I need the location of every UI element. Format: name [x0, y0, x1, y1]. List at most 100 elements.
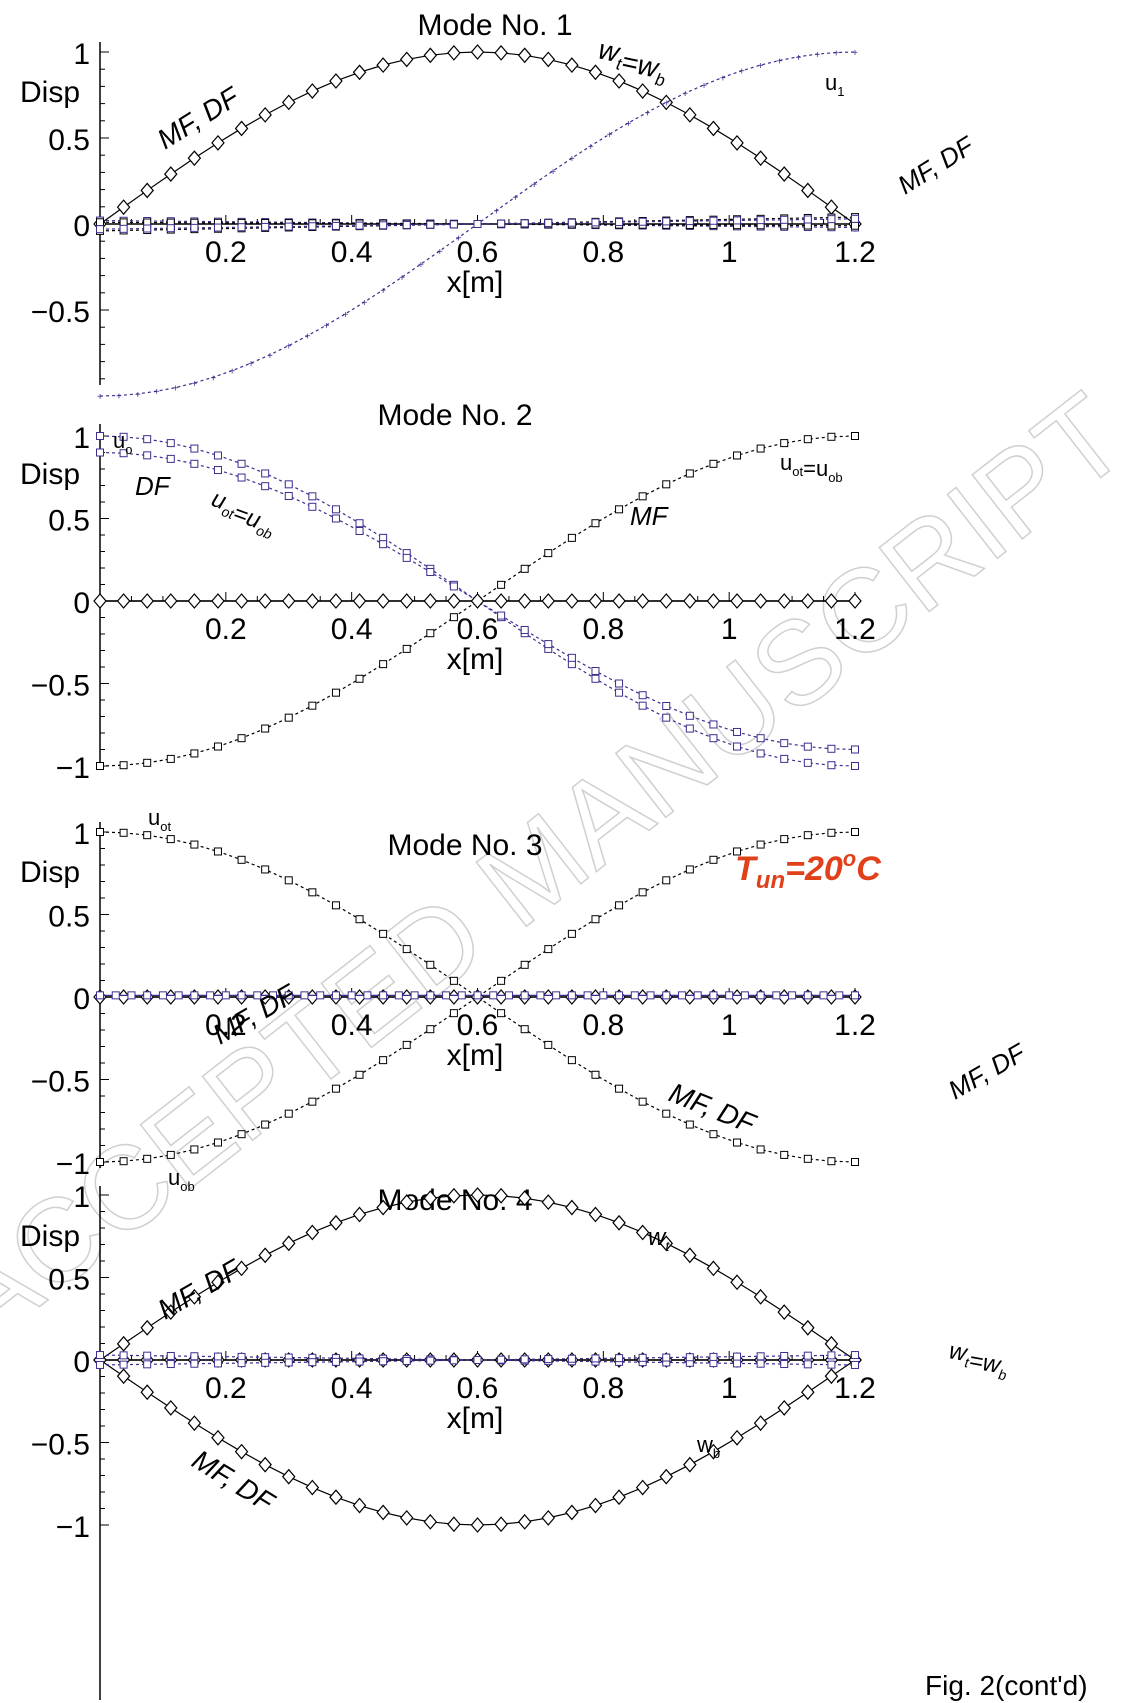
u-mode1-3-point	[402, 220, 411, 229]
near-mode3-point	[599, 991, 608, 1000]
annotation-wt-wb-right: wt=wb	[945, 1337, 1011, 1383]
u-mode1-3-point	[803, 215, 812, 224]
w-mode1-point	[305, 83, 320, 99]
u-mode4-1-point	[331, 1357, 340, 1366]
y-tick-label: 1	[73, 1181, 90, 1214]
uot-mode3-point	[213, 847, 222, 856]
chart-panel-3: 1 0.5 0 −0.5 −1 0.2 0.4 0.6 0.8 1 1.2 Mode No. 3 Dis…	[20, 805, 1032, 1194]
u-mode4-1-point	[96, 1360, 104, 1369]
u-mode4-0-point	[803, 1360, 812, 1369]
uo-mode2-point	[709, 734, 718, 743]
uob-mode3-point	[143, 1154, 152, 1163]
df-mode2-point	[851, 745, 859, 754]
u1-mode1-point: +	[512, 193, 518, 204]
temperature-unit: C	[856, 850, 881, 888]
u-mode1-3-point	[591, 218, 600, 227]
u-mode4-1-point	[449, 1356, 458, 1365]
wt-mode4-point	[659, 1235, 674, 1252]
near-mode3-point	[300, 991, 309, 1000]
near-mode3-point	[253, 991, 262, 1000]
w-mode1-point	[612, 73, 626, 89]
zero-mode2-point	[187, 593, 202, 609]
uot-mode3-point	[449, 976, 458, 985]
y-tick-label: 0	[73, 587, 90, 620]
uo-mode2-point	[638, 701, 647, 710]
wt-mode4-point	[588, 1206, 603, 1223]
wb-mode4-point	[470, 1517, 485, 1533]
u-mode4-1-point	[237, 1359, 246, 1368]
wt-mode4-point	[399, 1194, 414, 1211]
mf-mode2-point	[685, 469, 694, 478]
u1-mode1-point: +	[229, 367, 235, 378]
wb-mode4-point	[683, 1456, 697, 1473]
u-mode4-1-point	[166, 1360, 175, 1369]
mf-mode2-point	[308, 701, 317, 710]
uo-mode2-point	[662, 713, 671, 722]
wt-mode4-point	[376, 1199, 390, 1216]
wt-mode4-point	[565, 1199, 579, 1216]
wt-mode4-point	[163, 1304, 178, 1321]
near-mode3-point	[127, 991, 136, 1000]
u-mode1-3-point	[544, 219, 553, 228]
uot-mode3-point	[520, 1025, 529, 1034]
zero-mode2-point	[305, 593, 320, 609]
annotation-mf: MF	[630, 501, 670, 531]
w-mode1-point	[565, 57, 579, 74]
w-mode1-point	[187, 150, 202, 167]
u1-mode1-point: +	[493, 207, 499, 218]
mf-mode2-point	[426, 629, 435, 638]
annotation-mf-df-top: MF, DF	[153, 1253, 248, 1326]
uob-mode3-point	[96, 1158, 104, 1166]
zero-mode2-point	[635, 593, 650, 609]
df-mode2-point	[284, 491, 293, 500]
uot-mode3-point	[733, 1138, 742, 1147]
uob-mode3-point	[520, 960, 529, 969]
uo-mode2-point	[355, 519, 364, 528]
df-mode2-point	[733, 727, 742, 736]
u1-mode1-point: +	[248, 359, 254, 370]
wb-mode4-point	[116, 1368, 131, 1385]
wb-mode4-point	[258, 1456, 272, 1473]
y-axis-label: Disp	[20, 1220, 80, 1253]
zero-mode2-point	[258, 593, 272, 609]
wb-mode4-point	[753, 1415, 768, 1432]
zero-mode2-point	[281, 593, 296, 609]
df-mode2-point	[213, 466, 222, 475]
u1-mode1-point: +	[154, 387, 160, 398]
zero-mode2-point	[588, 593, 603, 609]
annotation-mf-df-right: MF, DF	[892, 129, 980, 200]
wt-mode4-point	[706, 1260, 721, 1277]
w-mode1-point	[423, 47, 438, 64]
u1-mode1-point: +	[644, 108, 650, 119]
near-mode3-point	[725, 991, 734, 1000]
u-mode4-0-point	[827, 1360, 836, 1369]
uo-mode2-point	[851, 762, 859, 770]
uot-mode3-point	[308, 888, 317, 897]
u-mode4-1-point	[190, 1359, 199, 1368]
watermark-text: ACCEPTED MANUSCRIPT	[0, 368, 1138, 1368]
uob-mode3-point	[685, 865, 694, 874]
uob-mode3-point	[213, 1138, 222, 1147]
wb-mode4-point	[612, 1489, 626, 1506]
u-mode4-1-point	[756, 1352, 765, 1361]
zero-mode2-point	[753, 593, 768, 609]
wb-mode4-point	[140, 1384, 154, 1401]
chart-title: Mode No. 1	[417, 9, 572, 42]
zero-mode2-point	[801, 593, 815, 609]
df-mode2-point	[638, 691, 647, 700]
wb-mode4-point	[494, 1516, 508, 1533]
uot-mode3-point	[237, 855, 246, 864]
x-axis-label: x[m]	[447, 1039, 504, 1072]
wt-mode4-point	[447, 1187, 461, 1204]
annotation-wt-wb: wt=wb	[593, 34, 671, 91]
uob-mode3-point	[733, 847, 742, 856]
wb-mode4-point	[163, 1399, 178, 1416]
u1-mode1-point: +	[191, 379, 197, 390]
u-mode4-0-point	[96, 1351, 104, 1360]
uob-mode3-point	[355, 1070, 364, 1079]
wt-mode4-point	[635, 1224, 650, 1241]
u-mode1-3-point	[685, 217, 694, 226]
mf-mode2-point	[331, 688, 340, 697]
near-mode3-point	[772, 991, 781, 1000]
u-mode4-0-point	[756, 1359, 765, 1368]
